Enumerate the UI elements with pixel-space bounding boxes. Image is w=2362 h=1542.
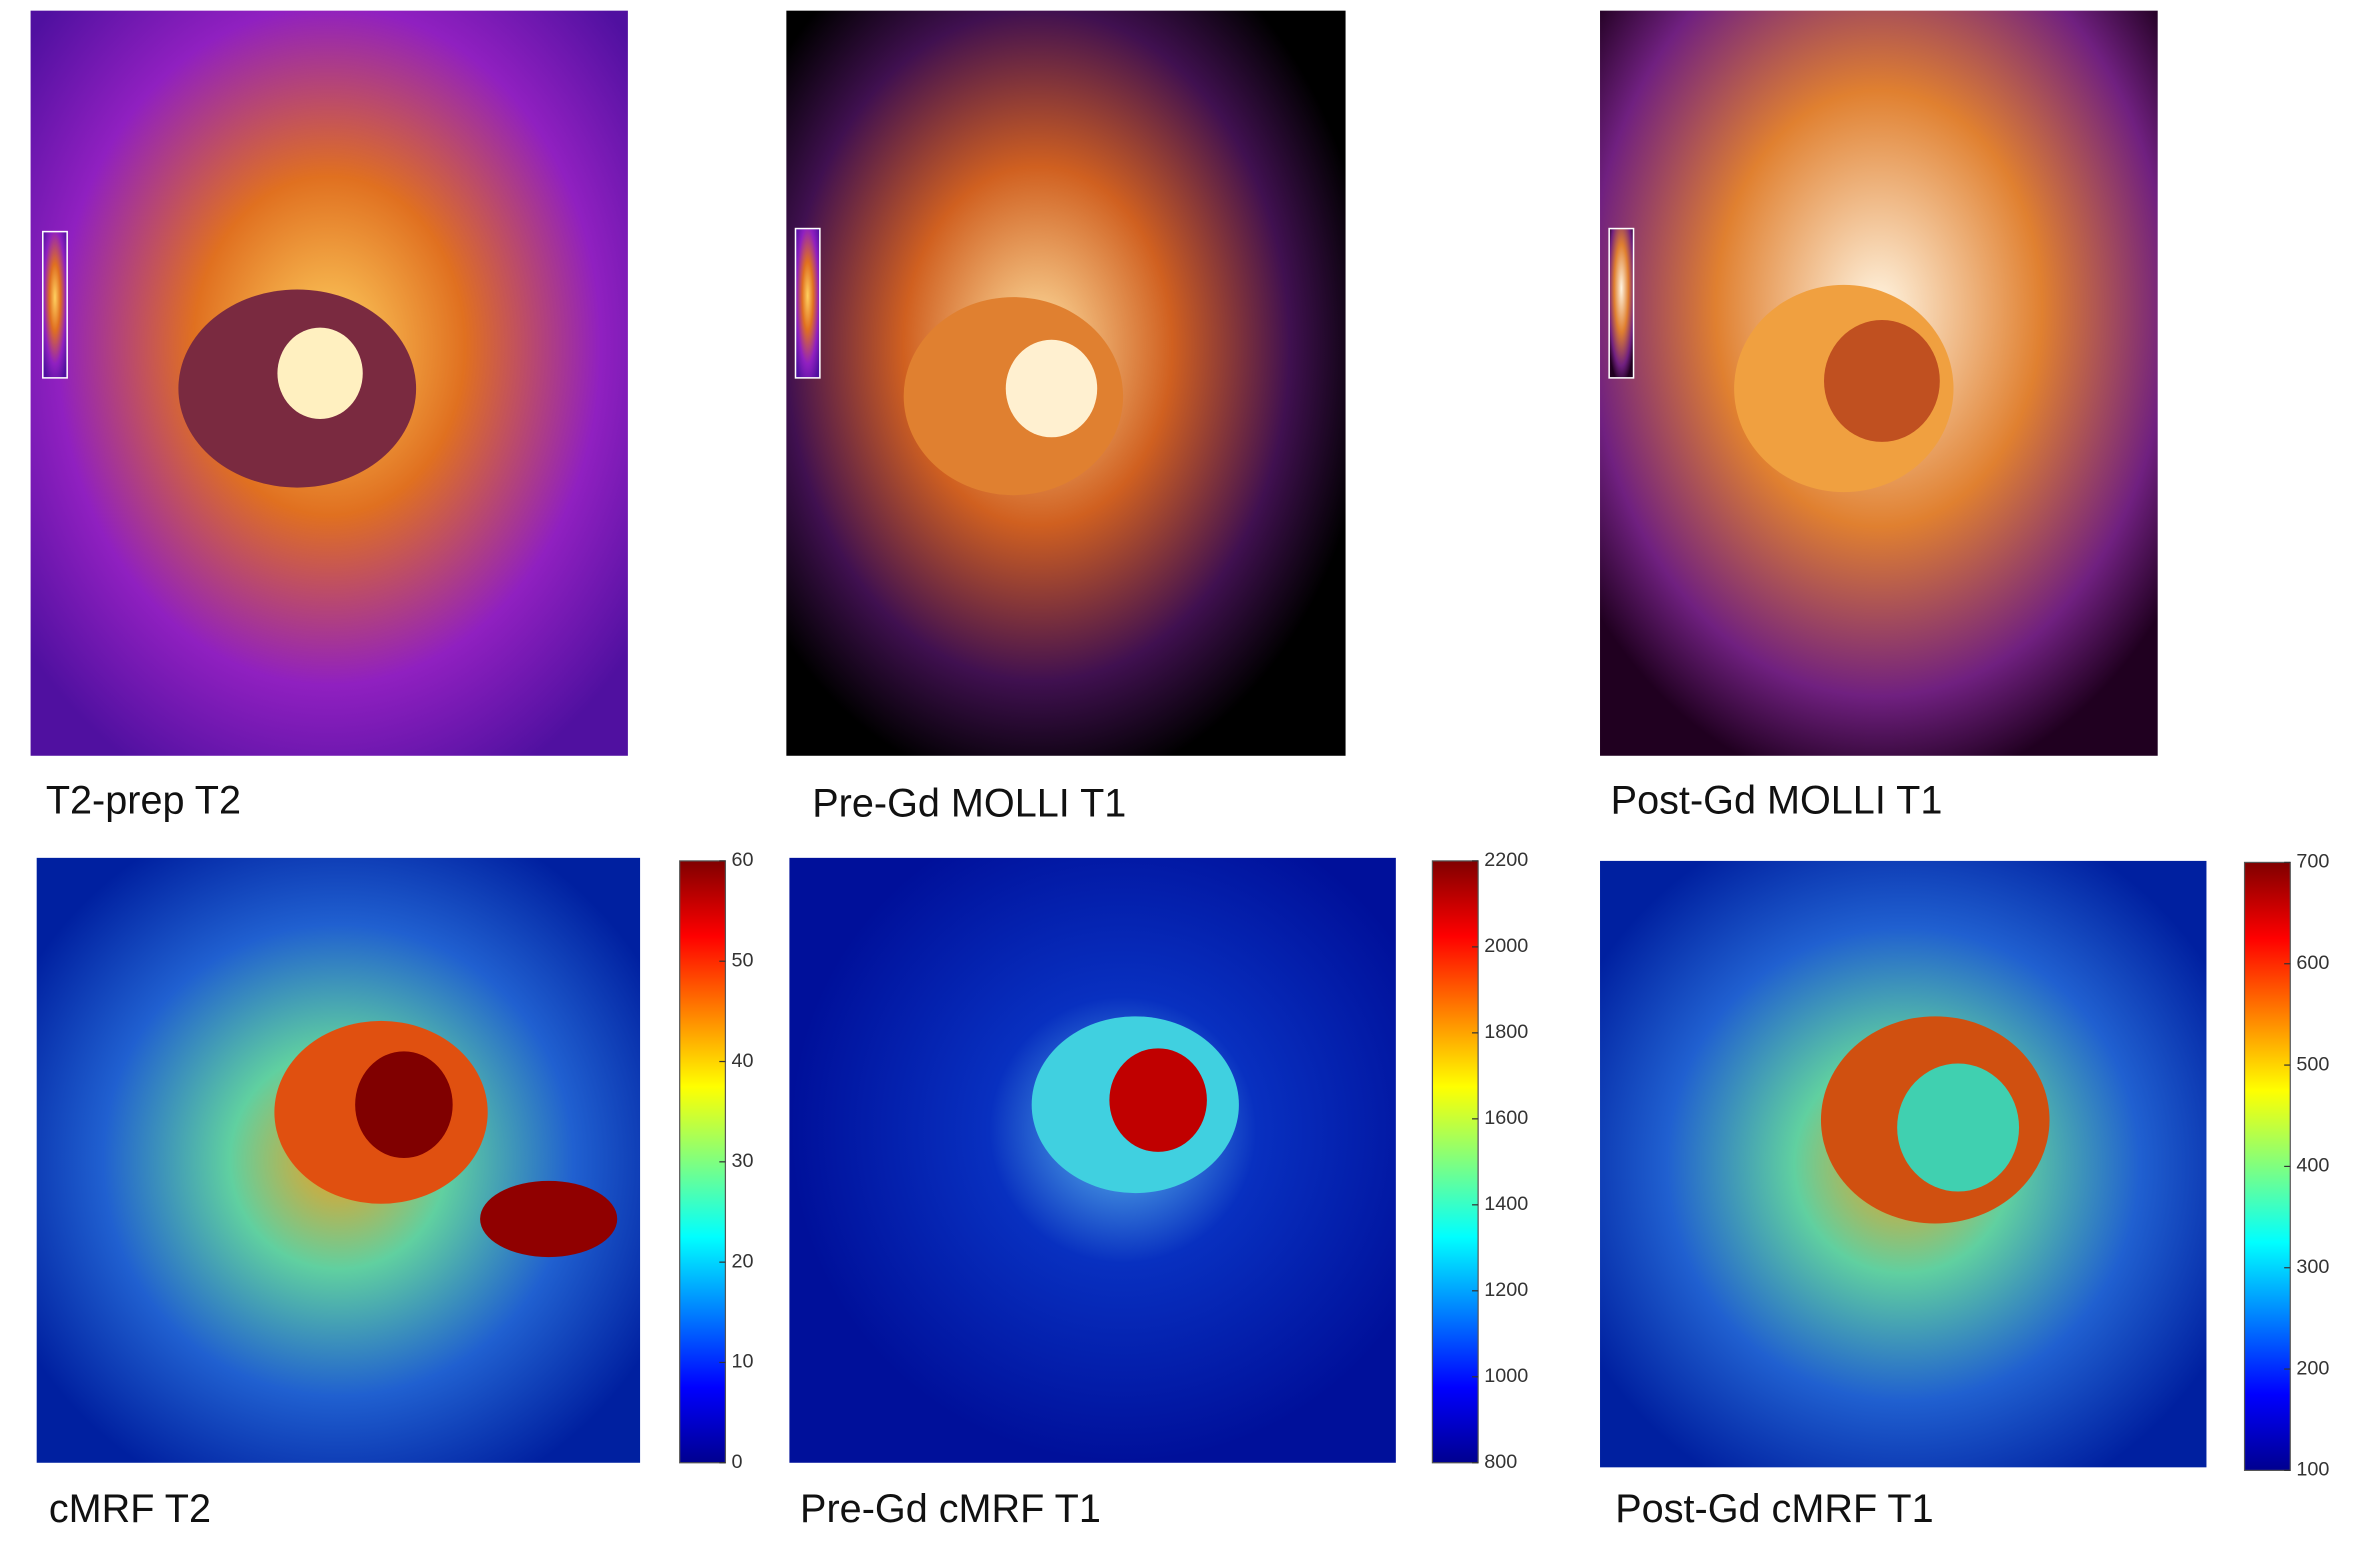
tick-label: 2000 — [1484, 935, 1528, 957]
tick-label: 500 — [2296, 1053, 2329, 1075]
tick-label: 1600 — [1484, 1107, 1528, 1129]
tick-label: 40 — [732, 1050, 754, 1072]
panel-label: Pre-Gd MOLLI T1 — [812, 782, 1126, 826]
tick-label: 1800 — [1484, 1021, 1528, 1043]
tick-label: 0 — [732, 1451, 743, 1473]
colorbar — [679, 860, 727, 1464]
image-post-cmrf — [1600, 860, 2207, 1468]
panel-label: Post-Gd cMRF T1 — [1615, 1487, 1933, 1531]
tick-label: 1000 — [1484, 1365, 1528, 1387]
tick-label: 1200 — [1484, 1279, 1528, 1301]
panel-label: Post-Gd MOLLI T1 — [1611, 779, 1943, 823]
tick-label: 1400 — [1484, 1193, 1528, 1215]
image-cmrf-t2 — [36, 857, 641, 1463]
tick-label: 600 — [2296, 952, 2329, 974]
tick-label: 30 — [732, 1150, 754, 1172]
tick-label: 800 — [1484, 1451, 1517, 1473]
image-t2prep — [30, 10, 628, 756]
tick-label: 50 — [732, 949, 754, 971]
panel-label: T2-prep T2 — [46, 779, 241, 823]
colorbar — [2243, 861, 2291, 1471]
image-pre-cmrf — [789, 857, 1396, 1463]
tick-label: 300 — [2296, 1256, 2329, 1278]
panel-label: cMRF T2 — [49, 1487, 211, 1531]
tick-label: 700 — [2296, 851, 2329, 873]
panel-label: Pre-Gd cMRF T1 — [800, 1487, 1101, 1531]
tick-label: 20 — [732, 1250, 754, 1272]
tick-label: 100 — [2296, 1459, 2329, 1481]
tick-label: 200 — [2296, 1357, 2329, 1379]
colorbar — [1431, 860, 1479, 1464]
tick-label: 10 — [732, 1351, 754, 1373]
image-pre-molli — [786, 10, 1346, 756]
image-post-molli — [1600, 10, 2158, 756]
tick-label: 2200 — [1484, 849, 1528, 871]
tick-label: 400 — [2296, 1155, 2329, 1177]
tick-label: 60 — [732, 849, 754, 871]
